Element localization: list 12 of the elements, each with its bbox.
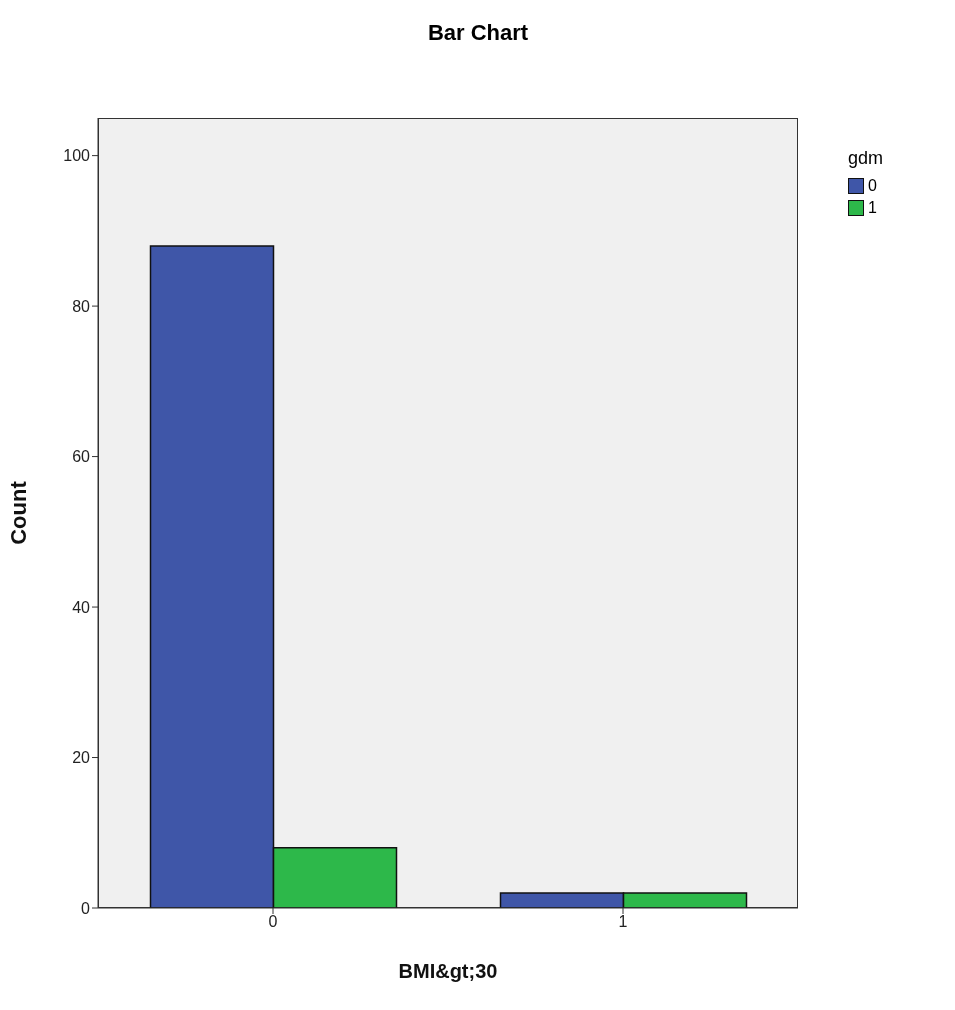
y-axis-title: Count (5, 480, 31, 545)
x-axis-title: BMI&gt;30 (398, 960, 498, 982)
y-tick-label: 100 (63, 147, 91, 165)
y-tick-label: 80 (72, 297, 91, 315)
y-tick-label: 0 (81, 899, 91, 917)
y-tick-label: 40 (72, 598, 91, 616)
legend-label: 1 (868, 199, 877, 217)
y-tick-label: 60 (72, 448, 91, 466)
legend-label: 0 (868, 177, 877, 195)
chart-title: Bar Chart (426, 20, 530, 46)
y-tick-label: 20 (72, 749, 91, 767)
legend-title: gdm (848, 148, 884, 169)
